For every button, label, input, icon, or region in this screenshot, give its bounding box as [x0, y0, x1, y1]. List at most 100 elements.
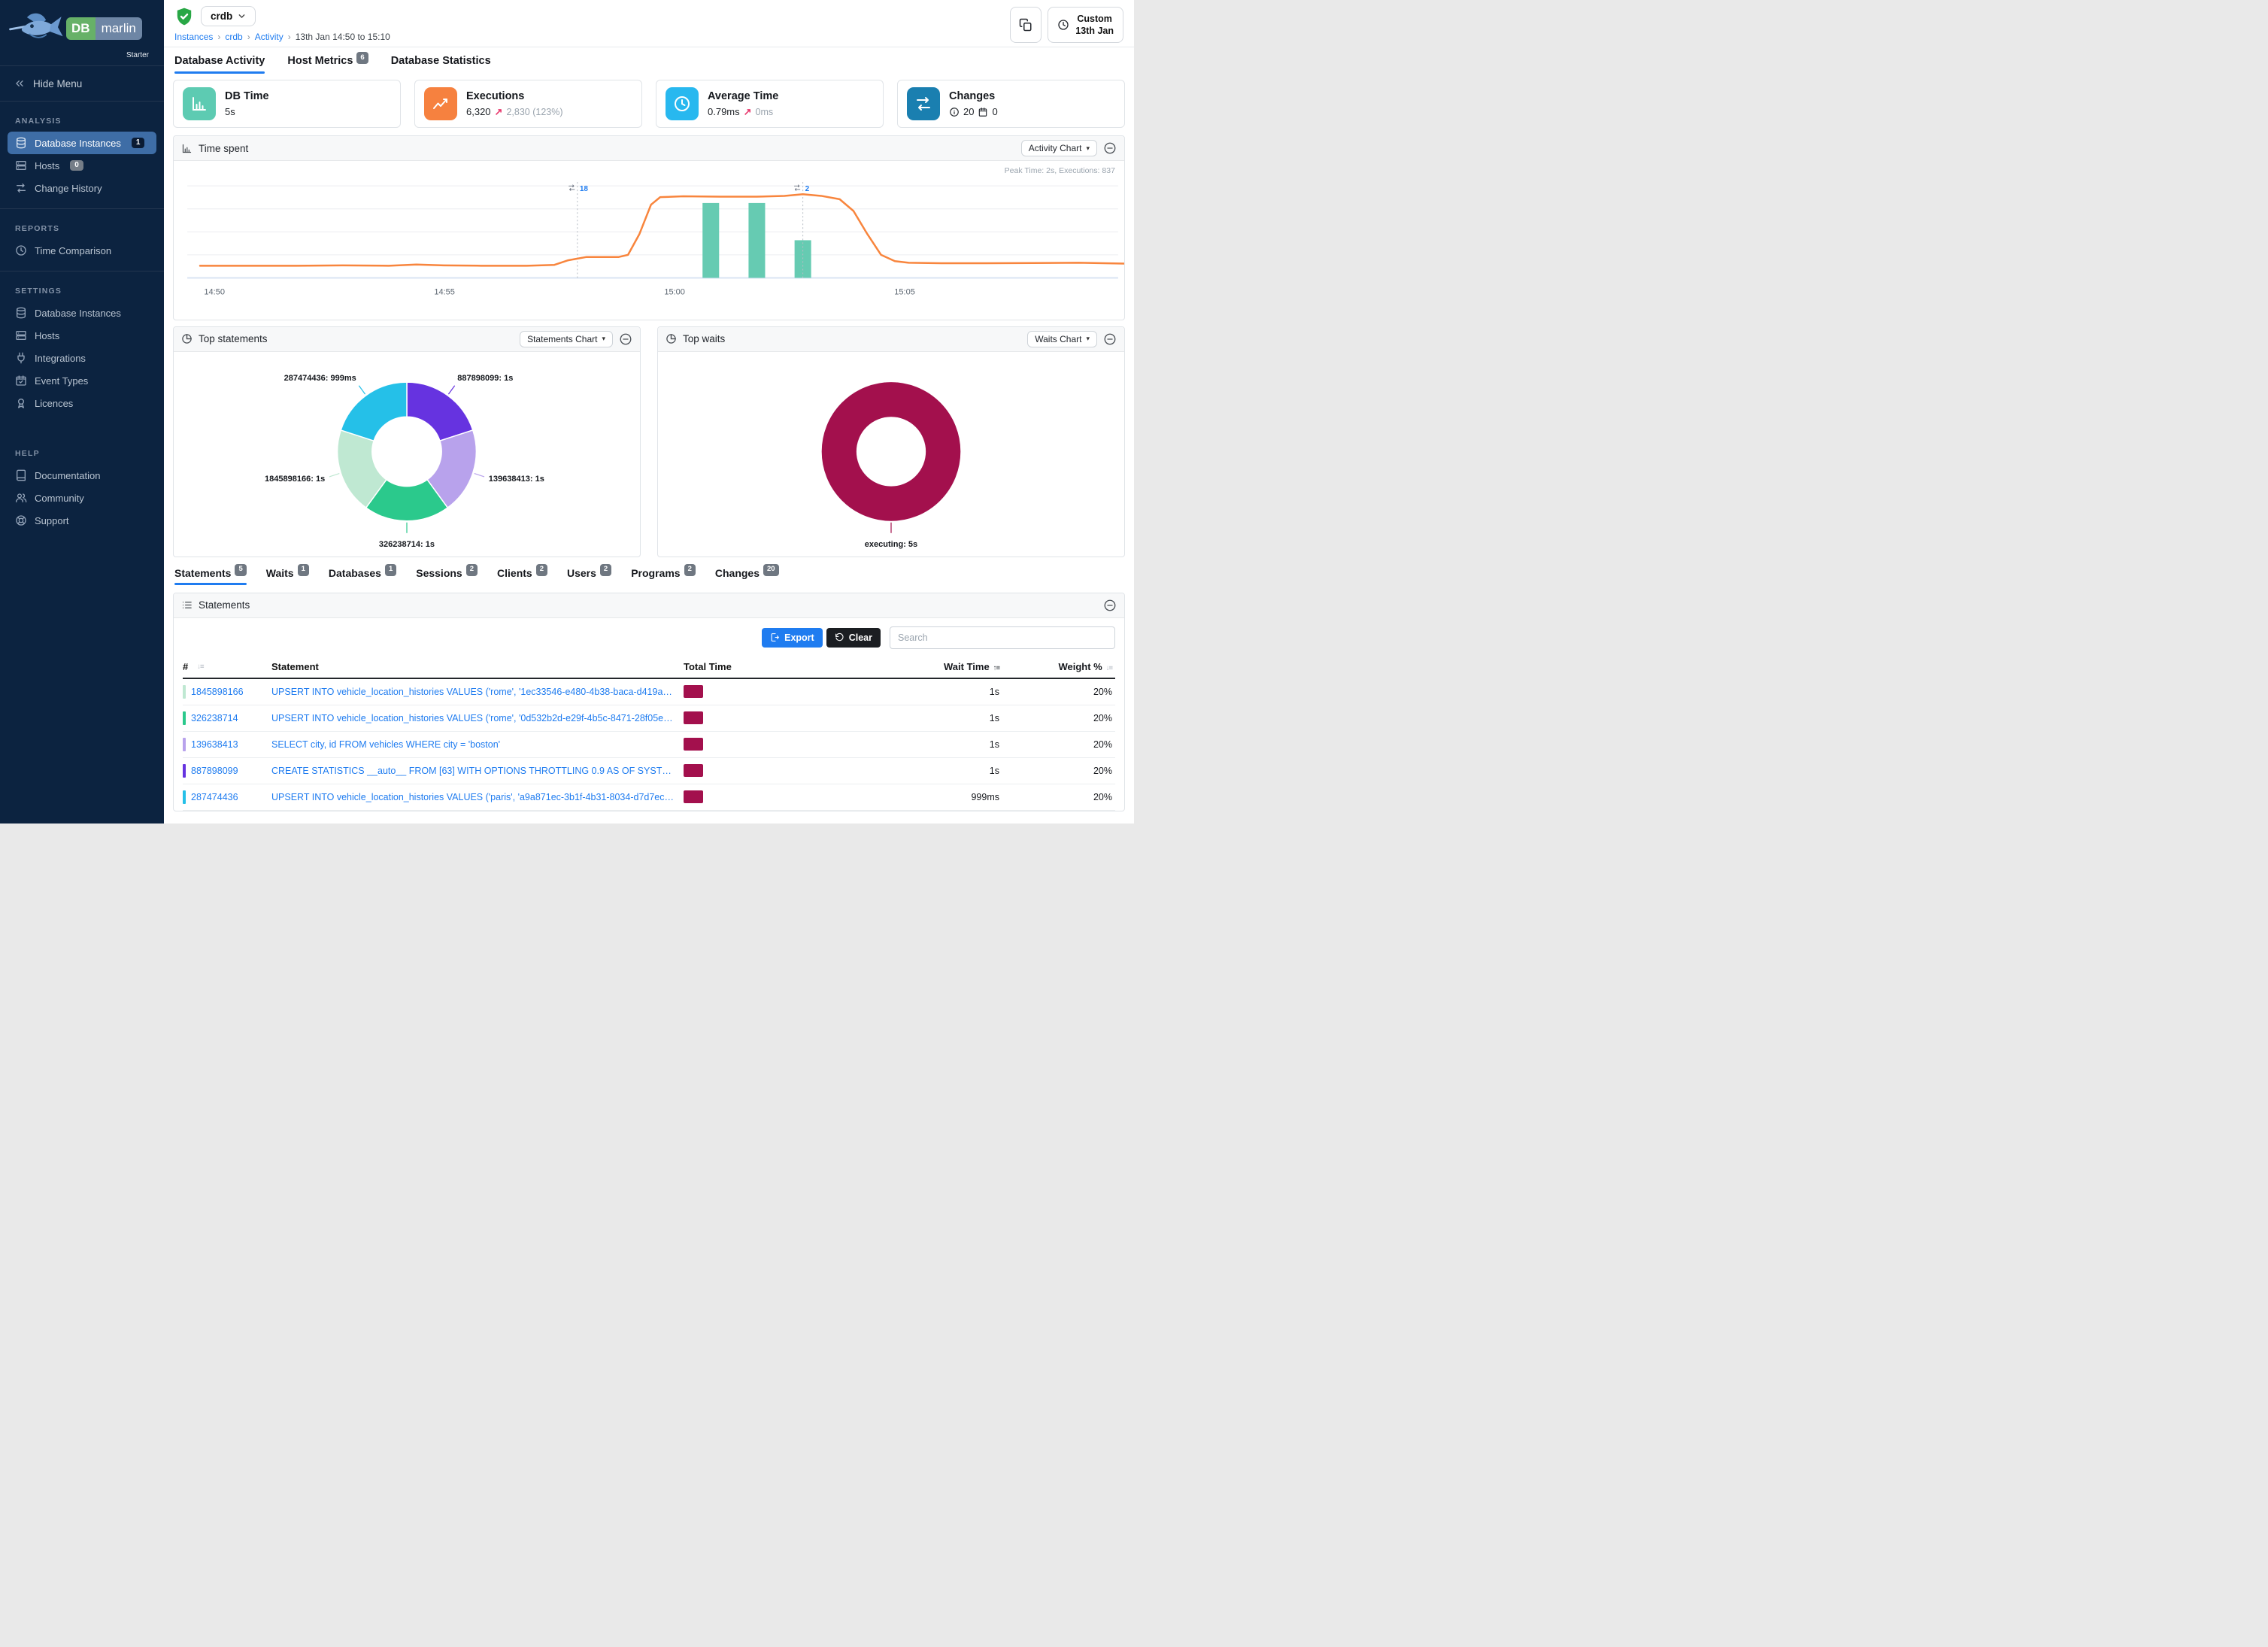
export-button[interactable]: Export — [762, 628, 823, 648]
sidebar-item-settings-database-instances[interactable]: Database Instances — [0, 302, 164, 324]
breadcrumb-crdb[interactable]: crdb — [225, 32, 242, 42]
tab-database-activity[interactable]: Database Activity — [174, 55, 265, 74]
statement-link[interactable]: UPSERT INTO vehicle_location_histories V… — [271, 687, 684, 697]
sidebar-item-licences[interactable]: Licences — [0, 392, 164, 414]
col-total-time[interactable]: Total Time — [684, 661, 826, 672]
time-range-button[interactable]: Custom 13th Jan — [1048, 7, 1123, 43]
waits-chart-select[interactable]: Waits Chart — [1027, 331, 1097, 347]
card-db-time: DB Time 5s — [173, 80, 401, 128]
statement-id-link[interactable]: 326238714 — [191, 713, 238, 723]
copy-link-button[interactable] — [1010, 7, 1042, 43]
statement-link[interactable]: UPSERT INTO vehicle_location_histories V… — [271, 792, 684, 802]
sidebar-section-settings: SETTINGS Database Instances Hosts Integr… — [0, 271, 164, 416]
bar-chart-icon — [181, 143, 193, 154]
subtab-label: Clients — [497, 567, 532, 579]
sidebar-item-integrations[interactable]: Integrations — [0, 347, 164, 369]
count-badge: 0 — [70, 160, 83, 171]
table-row: 287474436 UPSERT INTO vehicle_location_h… — [183, 784, 1115, 811]
subtab-sessions[interactable]: Sessions2 — [416, 567, 478, 585]
line-chart-icon — [424, 87, 457, 120]
sidebar-section-help: HELP Documentation Community Support — [0, 434, 164, 533]
card-value: 0.79ms — [708, 106, 740, 117]
search-input[interactable] — [890, 626, 1115, 649]
subtab-users[interactable]: Users2 — [567, 567, 611, 585]
sidebar-item-time-comparison[interactable]: Time Comparison — [0, 239, 164, 262]
table-row: 326238714 UPSERT INTO vehicle_location_h… — [183, 705, 1115, 732]
wait-time-value: 1s — [826, 687, 999, 697]
statement-link[interactable]: SELECT city, id FROM vehicles WHERE city… — [271, 739, 684, 750]
col-wait-time[interactable]: Wait Time↑≡ — [826, 661, 999, 672]
delta-up-arrow: ↗ — [495, 106, 503, 118]
time-spent-panel: Time spent Activity Chart 14:5014:5515:0… — [173, 135, 1125, 320]
col-statement[interactable]: Statement — [271, 661, 684, 672]
collapse-icon[interactable] — [619, 332, 632, 346]
svg-text:Peak Time: 2s, Executions: 837: Peak Time: 2s, Executions: 837 — [1005, 166, 1115, 175]
statement-id-link[interactable]: 887898099 — [191, 766, 238, 776]
statement-color-chip — [183, 685, 186, 699]
sidebar-section-analysis: ANALYSIS Database Instances 1 Hosts 0 Ch… — [0, 102, 164, 201]
statement-id-link[interactable]: 139638413 — [191, 739, 238, 750]
statement-color-chip — [183, 711, 186, 725]
sidebar-item-change-history[interactable]: Change History — [0, 177, 164, 199]
lifebuoy-icon — [15, 514, 27, 526]
breadcrumb-current: 13th Jan 14:50 to 15:10 — [296, 32, 390, 42]
sidebar-item-database-instances[interactable]: Database Instances 1 — [8, 132, 156, 154]
sidebar-item-label: Event Types — [35, 375, 88, 387]
subtab-waits[interactable]: Waits1 — [266, 567, 309, 585]
sort-icon: ↓≡ — [1106, 664, 1112, 672]
subtab-statements[interactable]: Statements5 — [174, 567, 247, 585]
statement-link[interactable]: UPSERT INTO vehicle_location_histories V… — [271, 713, 684, 723]
sidebar-item-hosts[interactable]: Hosts 0 — [0, 154, 164, 177]
col-weight[interactable]: Weight %↓≡ — [999, 661, 1115, 672]
statement-color-chip — [183, 790, 186, 804]
svg-text:326238714: 1s: 326238714: 1s — [379, 539, 435, 548]
tab-host-metrics[interactable]: Host Metrics 6 — [287, 55, 368, 74]
svg-text:139638413: 1s: 139638413: 1s — [489, 474, 544, 483]
sidebar-item-event-types[interactable]: Event Types — [0, 369, 164, 392]
top-statements-donut[interactable]: 887898099: 1s139638413: 1s326238714: 1s1… — [174, 352, 640, 557]
sort-icon: ↑≡ — [993, 664, 999, 672]
chevrons-left-icon — [14, 77, 26, 89]
clock-icon — [666, 87, 699, 120]
subtab-databases[interactable]: Databases1 — [329, 567, 396, 585]
collapse-icon[interactable] — [1103, 332, 1117, 346]
tab-badge: 6 — [356, 52, 368, 64]
sidebar-item-settings-hosts[interactable]: Hosts — [0, 324, 164, 347]
breadcrumb-instances[interactable]: Instances — [174, 32, 213, 42]
subtab-label: Statements — [174, 567, 231, 579]
subtab-changes[interactable]: Changes20 — [715, 567, 779, 585]
statement-link[interactable]: CREATE STATISTICS __auto__ FROM [63] WIT… — [271, 766, 684, 776]
collapse-icon[interactable] — [1103, 599, 1117, 612]
sidebar-item-documentation[interactable]: Documentation — [0, 464, 164, 487]
marlin-fish-logo — [8, 8, 66, 50]
col-num[interactable]: # — [183, 661, 188, 672]
breadcrumb-activity[interactable]: Activity — [255, 32, 284, 42]
clear-button[interactable]: Clear — [826, 628, 881, 648]
calendar-check-icon — [15, 375, 27, 387]
collapse-icon[interactable] — [1103, 141, 1117, 155]
brand-logo[interactable]: DBmarlin Starter — [0, 0, 164, 66]
card-delta: 2,830 (123%) — [506, 107, 562, 117]
subtab-label: Programs — [631, 567, 680, 579]
statement-id-link[interactable]: 287474436 — [191, 792, 238, 802]
top-waits-donut[interactable]: executing: 5s — [658, 352, 1124, 557]
activity-chart-select[interactable]: Activity Chart — [1021, 140, 1097, 156]
table-header: # ↓≡ Statement Total Time Wait Time↑≡ Wei… — [183, 657, 1115, 679]
breadcrumb-separator: › — [247, 32, 250, 42]
breadcrumb-separator: › — [217, 32, 220, 42]
bar-chart-icon — [183, 87, 216, 120]
sidebar-item-community[interactable]: Community — [0, 487, 164, 509]
clear-label: Clear — [849, 632, 872, 643]
tab-database-statistics[interactable]: Database Statistics — [391, 55, 491, 74]
sidebar-item-label: Time Comparison — [35, 245, 111, 256]
time-spent-chart[interactable]: 14:5014:5515:0015:05Peak Time: 2s, Execu… — [174, 161, 1124, 320]
wait-time-value: 999ms — [826, 792, 999, 802]
hide-menu-button[interactable]: Hide Menu — [0, 66, 164, 102]
subtab-programs[interactable]: Programs2 — [631, 567, 696, 585]
subtab-clients[interactable]: Clients2 — [497, 567, 547, 585]
card-executions: Executions 6,320 ↗ 2,830 (123%) — [414, 80, 642, 128]
sidebar-item-support[interactable]: Support — [0, 509, 164, 532]
statements-chart-select[interactable]: Statements Chart — [520, 331, 613, 347]
statement-id-link[interactable]: 1845898166 — [191, 687, 244, 697]
instance-selector[interactable]: crdb — [201, 6, 256, 26]
